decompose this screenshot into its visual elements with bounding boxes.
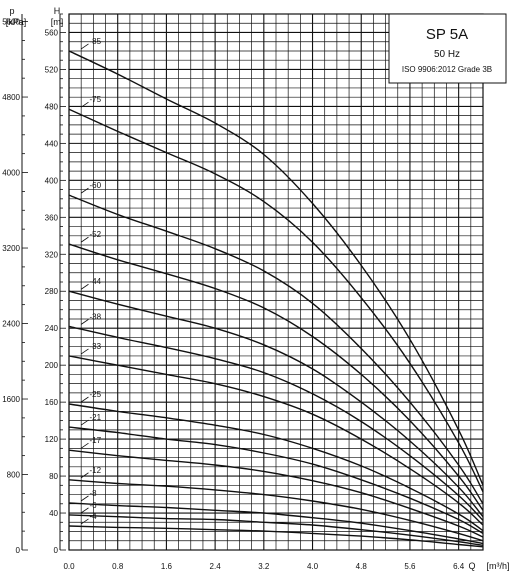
curve-label: -52 — [89, 230, 101, 239]
y-tick-label: 0 — [54, 546, 59, 555]
curve-label-leader — [80, 442, 89, 449]
y-tick-label: 40 — [49, 509, 58, 518]
y-tick-label: 520 — [45, 65, 59, 74]
curve-label-leader — [80, 319, 89, 325]
axes: p [kPa] H [m] Q [m³/h] — [6, 6, 510, 571]
curve-label-leader — [80, 472, 89, 479]
curve-stages-60 — [68, 194, 484, 505]
x-tick-label: 0.0 — [63, 562, 75, 571]
curve-label-leader — [80, 396, 89, 403]
x-tick-label: 5.6 — [404, 562, 416, 571]
y-axis-unit: [m] — [51, 17, 64, 27]
y2-tick-label: 3200 — [2, 244, 20, 253]
curve-label-leader — [80, 187, 89, 194]
curve-label: -75 — [89, 95, 101, 104]
x-tick-label: 2.4 — [210, 562, 222, 571]
curve-label: -21 — [89, 413, 101, 422]
curve-stages-25 — [68, 403, 484, 532]
y2-tick-label: 4000 — [2, 169, 20, 178]
curve-stages-33 — [68, 355, 484, 526]
y-tick-label: 160 — [45, 398, 59, 407]
curve-label-leader — [80, 43, 89, 50]
curve-label: -85 — [89, 37, 101, 46]
tick-labels: 0.0 0.8 1.6 2.4 3.2 4.0 4.8 5.6 6.4 0 40 80 120 160 20… — [2, 18, 465, 571]
curve-stages-4 — [68, 525, 484, 548]
y2-axis-unit: [kPa] — [6, 17, 27, 27]
y-tick-label: 320 — [45, 250, 59, 259]
curve-label: -60 — [89, 181, 101, 190]
curve-stages-17 — [68, 449, 484, 538]
x-tick-label: 1.6 — [161, 562, 173, 571]
y-tick-label: 200 — [45, 361, 59, 370]
y-tick-label: 360 — [45, 213, 59, 222]
curve-label: -38 — [89, 312, 101, 321]
plot-frame — [68, 13, 484, 551]
y2-tick-label: 4800 — [2, 93, 20, 102]
chart-standard: ISO 9906:2012 Grade 3B — [402, 65, 492, 74]
curve-label-leader — [80, 101, 89, 108]
y2-tick-label: 800 — [7, 471, 21, 480]
chart-title: SP 5A — [426, 26, 468, 43]
curve-stages-44 — [68, 290, 484, 518]
curve-label-leader — [80, 495, 89, 502]
curve-label: -44 — [89, 277, 101, 286]
curve-label: -6 — [89, 501, 97, 510]
x-tick-label: 4.0 — [307, 562, 319, 571]
title-box: SP 5A 50 Hz ISO 9906:2012 Grade 3B — [388, 13, 507, 84]
curve-label: -8 — [89, 489, 97, 498]
x-axis-label: Q — [468, 561, 475, 571]
y-tick-label: 440 — [45, 139, 59, 148]
y-tick-label: 240 — [45, 324, 59, 333]
y-axis-label: H — [54, 6, 61, 16]
y-tick-label: 120 — [45, 435, 59, 444]
curve-stages-52 — [68, 243, 484, 511]
curve-label: -17 — [89, 436, 101, 445]
y2-tick-label: 2400 — [2, 320, 20, 329]
x-tick-label: 6.4 — [453, 562, 465, 571]
curve-stages-12 — [68, 479, 484, 542]
curve-label-leader — [80, 507, 89, 514]
curve-label-leader — [80, 283, 89, 290]
curve-label-leader — [80, 518, 89, 525]
x-tick-label: 0.8 — [112, 562, 124, 571]
curve-label-leader — [80, 236, 89, 243]
curve-label-leader — [80, 348, 89, 355]
curve-label: -12 — [89, 466, 101, 475]
curve-label: -33 — [89, 342, 101, 351]
y2-tick-label: 0 — [16, 546, 21, 555]
title-box-frame — [388, 13, 507, 84]
curve-stages-6 — [68, 514, 484, 547]
chart-subtitle: 50 Hz — [434, 49, 460, 60]
curves — [68, 50, 484, 548]
curve-stages-38 — [68, 325, 484, 521]
x-tick-label: 3.2 — [258, 562, 270, 571]
curve-stages-8 — [68, 502, 484, 545]
curve-stages-75 — [68, 108, 484, 493]
y-tick-label: 80 — [49, 472, 58, 481]
y-tick-label: 480 — [45, 102, 59, 111]
curve-stages-85 — [68, 50, 484, 486]
curve-label: -25 — [89, 390, 101, 399]
curve-label: -4 — [89, 512, 97, 521]
y-tick-label: 400 — [45, 176, 59, 185]
curve-labels: -85 -75 -60 -52 -44 -38 -33 -25 -21 -17 -12 -8 -6 -4 — [80, 37, 102, 525]
y-tick-label: 560 — [45, 28, 59, 37]
y2-tick-label: 1600 — [2, 395, 20, 404]
grid — [68, 13, 484, 551]
x-tick-label: 4.8 — [356, 562, 368, 571]
x-axis-unit: [m³/h] — [486, 561, 509, 571]
y2-axis-label: p — [9, 6, 14, 16]
curve-label-leader — [80, 419, 89, 426]
curve-stages-21 — [68, 426, 484, 535]
y2-tick-label: 5600 — [2, 18, 20, 27]
y-tick-label: 280 — [45, 287, 59, 296]
